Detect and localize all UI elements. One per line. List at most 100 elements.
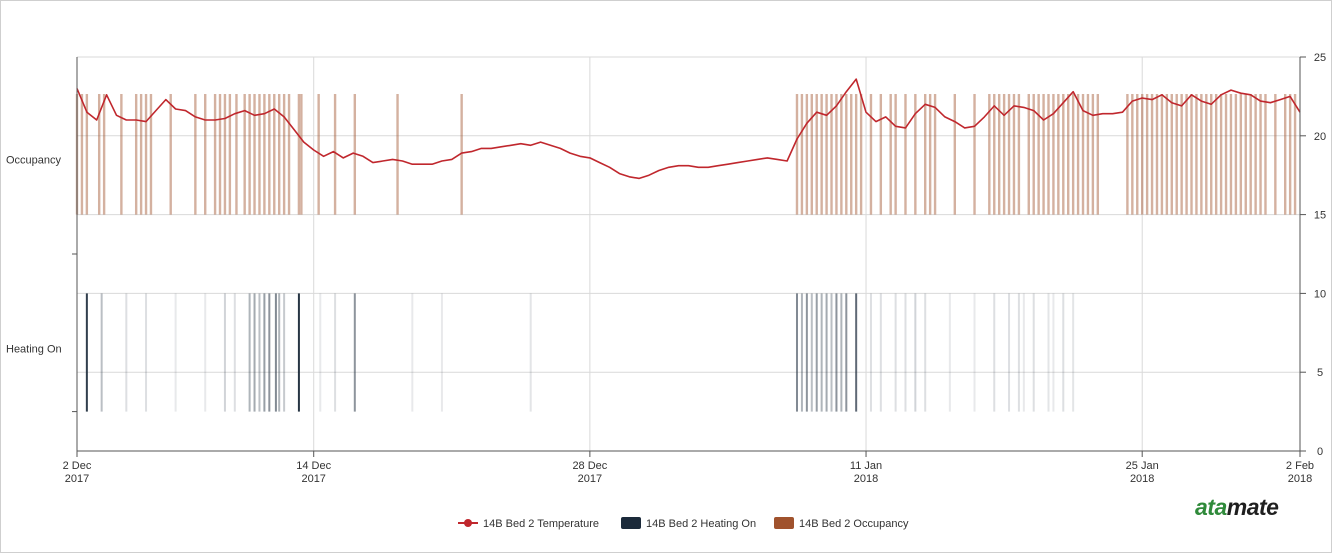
occupancy-event-44: [840, 94, 843, 215]
left-axis-category-1: Heating On: [6, 344, 62, 356]
heating-event-16: [297, 293, 300, 412]
occupancy-event-85: [1140, 94, 1144, 215]
heating-event-3: [145, 293, 148, 412]
heating-event-2: [125, 293, 128, 412]
heating-event-14: [278, 293, 281, 412]
occupancy-event-90: [1165, 94, 1169, 215]
occupancy-event-6: [134, 94, 138, 215]
occupancy-event-107: [1249, 94, 1252, 215]
occupancy-event-83: [1131, 94, 1134, 215]
occupancy-event-45: [845, 94, 848, 215]
occupancy-event-46: [850, 94, 853, 215]
occupancy-event-58: [953, 94, 956, 215]
occupancy-event-73: [1057, 94, 1060, 215]
temperature-line-layer: [76, 78, 1301, 180]
occupancy-event-55: [924, 94, 927, 215]
heating-event-20: [411, 293, 414, 412]
heating-event-18: [334, 293, 337, 412]
occupancy-event-8: [144, 94, 148, 215]
occupancy-event-20: [253, 94, 256, 215]
tick-label-x-4-date: 25 Jan: [1126, 460, 1159, 472]
occupancy-event-4: [102, 94, 106, 215]
occupancy-event-9: [149, 94, 153, 215]
tick-label-x-1-date: 14 Dec: [296, 460, 331, 472]
heating-event-49: [1052, 293, 1055, 412]
occupancy-event-7: [139, 94, 143, 215]
occupancy-event-15: [223, 94, 227, 215]
heating-event-44: [1008, 293, 1011, 412]
occupancy-event-82: [1126, 94, 1129, 215]
occupancy-event-94: [1185, 94, 1188, 215]
occupancy-event-26: [282, 94, 286, 215]
legend-occupancy-swatch: [774, 517, 794, 529]
occupancy-event-71: [1047, 94, 1050, 215]
legend-temperature-marker: [464, 519, 472, 527]
tick-label-x-4-year: 2018: [1130, 473, 1154, 485]
occupancy-event-76: [1071, 94, 1075, 215]
occupancy-event-43: [835, 94, 838, 215]
heating-event-38: [904, 293, 907, 412]
heating-event-0: [85, 293, 88, 412]
occupancy-event-14: [218, 94, 222, 215]
occupancy-events: [75, 94, 1297, 215]
heating-event-35: [869, 293, 872, 412]
occupancy-event-35: [795, 94, 799, 215]
occupancy-event-95: [1190, 94, 1193, 215]
occupancy-event-93: [1180, 94, 1183, 215]
heating-event-46: [1022, 293, 1025, 412]
occupancy-event-21: [258, 94, 261, 215]
occupancy-event-91: [1170, 94, 1173, 215]
heating-event-13: [274, 293, 277, 412]
tick-label-x-2-year: 2017: [578, 473, 602, 485]
occupancy-event-3: [97, 94, 101, 215]
tick-label-x-0-year: 2017: [65, 473, 89, 485]
occupancy-event-114: [1293, 94, 1297, 215]
occupancy-event-33: [396, 94, 399, 215]
tick-label-x-1-year: 2017: [301, 473, 325, 485]
occupancy-event-103: [1229, 94, 1233, 215]
occupancy-event-70: [1042, 94, 1045, 215]
tick-label-x-5-date: 2 Feb: [1286, 460, 1314, 472]
heating-event-28: [820, 293, 823, 412]
tick-label-x-3-date: 11 Jan: [850, 460, 882, 472]
occupancy-event-105: [1239, 94, 1243, 215]
tick-label-y-5: 5: [1317, 367, 1323, 379]
heating-event-43: [993, 293, 996, 412]
occupancy-event-56: [928, 94, 932, 215]
occupancy-event-99: [1210, 94, 1213, 215]
tick-label-x-2-date: 28 Dec: [572, 460, 607, 472]
occupancy-event-59: [973, 94, 976, 215]
occupancy-event-1: [80, 94, 84, 215]
heating-event-4: [174, 293, 177, 412]
heating-event-42: [973, 293, 976, 412]
heating-event-31: [835, 293, 838, 412]
occupancy-event-2: [85, 94, 89, 215]
heating-event-15: [283, 293, 286, 412]
heating-event-24: [800, 293, 803, 412]
heating-event-22: [529, 293, 532, 412]
occupancy-event-111: [1274, 94, 1277, 215]
occupancy-event-65: [1012, 94, 1016, 215]
heating-event-30: [830, 293, 833, 412]
occupancy-event-16: [228, 94, 232, 215]
occupancy-event-77: [1076, 94, 1080, 215]
heating-event-26: [810, 293, 813, 412]
heating-event-29: [825, 293, 828, 412]
occupancy-event-52: [894, 94, 897, 215]
occupancy-event-61: [993, 94, 996, 215]
occupancy-event-12: [204, 94, 207, 215]
heating-event-48: [1047, 293, 1050, 412]
occupancy-event-67: [1027, 94, 1030, 215]
occupancy-event-60: [988, 94, 991, 215]
occupancy-event-31: [333, 94, 337, 215]
occupancy-event-54: [914, 94, 917, 215]
occupancy-event-51: [889, 94, 892, 215]
occupancy-event-84: [1136, 94, 1139, 215]
occupancy-event-23: [268, 94, 271, 215]
occupancy-event-66: [1017, 94, 1021, 215]
occupancy-event-57: [933, 94, 937, 215]
occupancy-event-37: [805, 94, 809, 215]
occupancy-event-81: [1096, 94, 1100, 215]
tick-label-y-15: 15: [1314, 210, 1326, 222]
